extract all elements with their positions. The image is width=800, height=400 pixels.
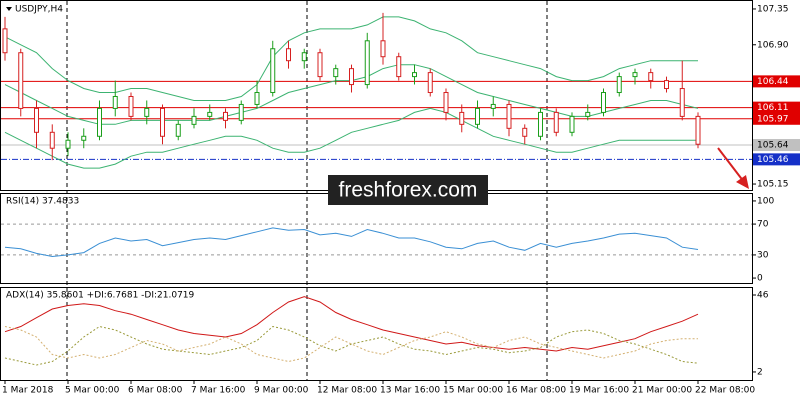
y-tick-label: 100 — [757, 196, 774, 206]
candle-body — [679, 88, 685, 117]
candle-body — [695, 115, 701, 145]
level-label: 106.11 — [757, 103, 789, 113]
candle-body — [160, 107, 165, 137]
candle-body — [396, 56, 402, 78]
candle-body — [34, 107, 39, 133]
candle-body — [65, 139, 71, 149]
candle-body — [223, 111, 228, 121]
level-label: 105.97 — [757, 114, 789, 124]
x-tick-label: 1 Mar 2018 — [2, 386, 54, 396]
candle-body — [412, 72, 417, 78]
level-label-box — [753, 75, 800, 88]
watermark-box — [328, 175, 488, 205]
candle-body — [2, 28, 8, 54]
y-tick-label: 106.90 — [757, 40, 789, 50]
level-label: 106.44 — [757, 77, 789, 87]
y-tick-label: 105.15 — [757, 180, 789, 190]
candle-body — [301, 52, 307, 62]
candle-body — [207, 111, 213, 117]
y-tick-label: 30 — [757, 250, 769, 260]
x-tick-label: 7 Mar 16:00 — [191, 386, 246, 396]
candle-body — [569, 115, 575, 133]
title-icon — [6, 7, 12, 11]
indicator-line — [4, 107, 698, 169]
candle-body — [286, 48, 291, 62]
candle-body — [112, 95, 118, 109]
indicator-line — [4, 325, 699, 366]
x-tick-label: 13 Mar 16:00 — [380, 386, 440, 396]
candle-body — [427, 72, 433, 94]
x-tick-label: 19 Mar 16:00 — [569, 386, 629, 396]
candle-body — [238, 103, 244, 121]
candle-body — [522, 127, 528, 137]
separators — [66, 1, 548, 380]
candle-body — [364, 40, 370, 86]
candle-body — [49, 131, 55, 149]
x-tick-label: 9 Mar 00:00 — [254, 386, 309, 396]
candle-body — [144, 107, 150, 117]
y-tick-label: 46 — [757, 290, 769, 300]
indicator-line — [4, 227, 699, 258]
level-label-box — [753, 153, 800, 166]
y-tick-label: 70 — [757, 220, 769, 230]
candle-body — [585, 111, 591, 117]
level-label-box — [753, 139, 800, 152]
level-label: 105.64 — [757, 141, 789, 151]
candle-body — [81, 135, 87, 141]
candle-body — [664, 80, 669, 90]
candle-body — [97, 107, 102, 137]
candle-body — [349, 68, 354, 86]
candle-body — [632, 72, 638, 78]
candle-body — [538, 111, 543, 137]
candle-body — [616, 76, 622, 94]
candle-body — [506, 103, 512, 129]
candle-body — [380, 40, 386, 58]
candle-body — [553, 111, 559, 133]
rsi-title: RSI(14) 37.4833 — [6, 197, 79, 207]
y-tick-label: 107.35 — [757, 4, 789, 14]
x-tick-label: 15 Mar 00:00 — [443, 386, 503, 396]
candle-body — [254, 92, 260, 105]
x-tick-label: 21 Mar 00:00 — [632, 386, 692, 396]
x-tick-label: 5 Mar 00:00 — [65, 386, 120, 396]
candle-body — [128, 95, 134, 117]
candle-body — [191, 115, 197, 125]
candle-body — [175, 123, 181, 137]
level-label: 105.46 — [757, 155, 789, 165]
candle-body — [317, 52, 323, 78]
x-tick-label: 22 Mar 08:00 — [695, 386, 755, 396]
y-tick-label: 2 — [757, 367, 763, 377]
x-tick-label: 6 Mar 08:00 — [128, 386, 183, 396]
arrow-head — [736, 175, 749, 189]
candle-body — [443, 92, 449, 113]
chart-title: USDJPY,H4 — [15, 5, 63, 15]
arrow-line — [717, 147, 745, 183]
candle-body — [270, 48, 276, 94]
y-tick-label: 0 — [757, 274, 763, 284]
arrow — [717, 147, 749, 189]
candle-body — [459, 111, 465, 125]
x-tick-label: 16 Mar 08:00 — [506, 386, 566, 396]
candle-body — [18, 52, 24, 109]
candle-body — [475, 107, 480, 125]
level-label-box — [753, 101, 800, 114]
watermark: freshforex.com — [339, 179, 478, 202]
level-label-box — [753, 112, 800, 125]
adx-panel — [0, 287, 753, 381]
candle-body — [333, 68, 339, 78]
indicator-line — [4, 16, 698, 101]
candle-body — [490, 103, 496, 109]
candle-body — [601, 92, 606, 113]
adx-title: ADX(14) 35.8601 +DI:6.7681 -DI:21.0719 — [6, 291, 195, 301]
candle-body — [648, 72, 654, 82]
x-tick-label: 12 Mar 08:00 — [317, 386, 377, 396]
indicator-line — [4, 296, 699, 352]
